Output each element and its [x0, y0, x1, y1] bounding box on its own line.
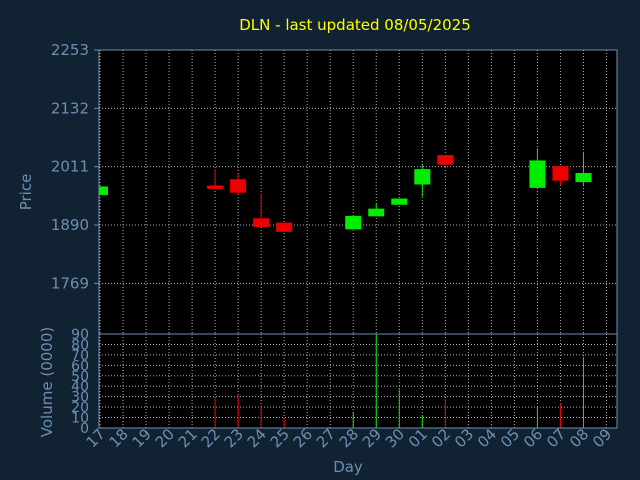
day-tick-label: 09	[589, 425, 615, 451]
price-plot-area	[99, 50, 617, 334]
y-axis-label: Price	[17, 174, 35, 211]
price-tick-label: 2132	[51, 99, 89, 117]
candle-body	[391, 198, 408, 205]
volume-tick-label: 80	[71, 337, 89, 353]
price-tick-label: 1769	[51, 274, 89, 292]
volume-tick-label: 40	[71, 379, 89, 395]
price-axis-ticks: 2253 2132 2011 1890 1769	[51, 41, 99, 292]
candle-body	[368, 208, 385, 217]
candle-body	[575, 172, 592, 183]
volume-tick-label: 10	[71, 411, 89, 427]
chart-title: DLN - last updated 08/05/2025	[239, 16, 471, 34]
volume-tick-label: 0	[80, 421, 89, 437]
candle-body	[276, 222, 293, 232]
candles	[99, 148, 592, 232]
volume-plot-area	[99, 334, 617, 428]
volume-tick-label: 70	[71, 348, 89, 364]
candle-body	[437, 155, 454, 165]
volume-axis-label: Volume (0000)	[38, 327, 56, 437]
price-tick-label: 2011	[51, 158, 89, 176]
candle-body	[414, 169, 431, 185]
candle-body	[552, 166, 569, 181]
volume-tick-label: 60	[71, 358, 89, 374]
candle-body	[99, 186, 108, 196]
candle-body	[207, 185, 224, 189]
candle-body	[230, 179, 247, 193]
price-tick-label: 2253	[51, 41, 89, 59]
x-axis-label: Day	[333, 458, 363, 476]
candle-body	[529, 160, 546, 188]
candle-body	[253, 218, 270, 227]
volume-tick-label: 30	[71, 390, 89, 406]
volume-bars	[214, 334, 584, 428]
x-axis-ticks: 1718192021222324252627282930010203040506…	[83, 425, 616, 451]
candle-body	[345, 215, 362, 230]
price-tick-label: 1890	[51, 216, 89, 234]
volume-tick-label: 50	[71, 369, 89, 385]
volume-tick-label: 90	[71, 327, 89, 343]
volume-plot-border	[98, 333, 618, 429]
volume-tick-label: 20	[71, 400, 89, 416]
